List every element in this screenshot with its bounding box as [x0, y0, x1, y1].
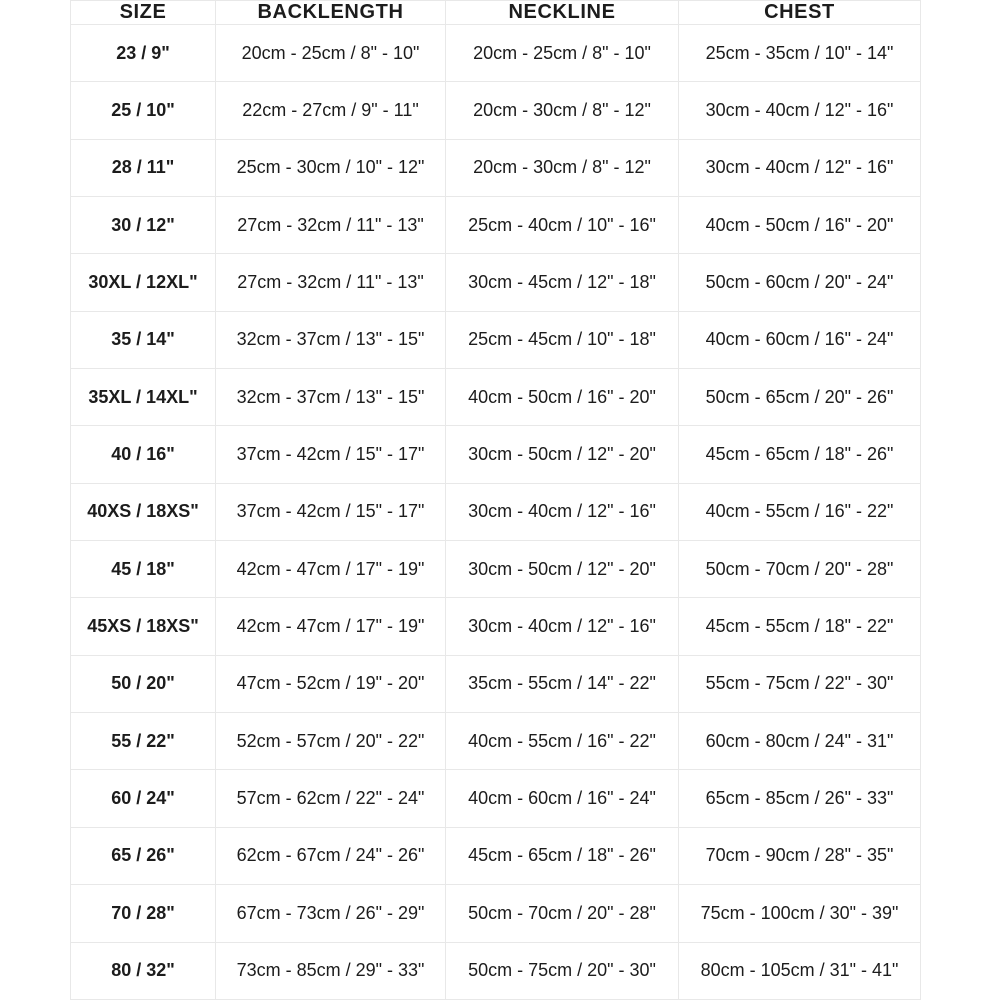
cell-size: 30XL / 12XL" — [70, 253, 216, 312]
table-row: 45XS / 18XS" 42cm - 47cm / 17" - 19" 30cm … — [70, 597, 921, 656]
cell-size: 30 / 12" — [70, 196, 216, 255]
table-row: 28 / 11" 25cm - 30cm / 10" - 12" 20cm - 30… — [70, 138, 921, 198]
cell-chest: 80cm - 105cm / 31" - 41" — [678, 941, 921, 1000]
cell-backlength: 37cm - 42cm / 15" - 17" — [215, 482, 446, 542]
cell-backlength: 22cm - 27cm / 9" - 11" — [215, 81, 446, 140]
cell-neckline: 30cm - 40cm / 12" - 16" — [445, 597, 679, 656]
cell-size: 23 / 9" — [70, 23, 216, 83]
cell-size: 45 / 18" — [70, 540, 216, 599]
table-row: 50 / 20" 47cm - 52cm / 19" - 20" 35cm - 55… — [70, 654, 921, 714]
size-chart: SIZE BACKLENGTH NECKLINE CHEST 23 / 9" 20cm … — [70, 0, 921, 1000]
cell-chest: 55cm - 75cm / 22" - 30" — [678, 654, 921, 714]
cell-backlength: 73cm - 85cm / 29" - 33" — [215, 941, 446, 1000]
cell-size: 65 / 26" — [70, 826, 216, 886]
cell-backlength: 57cm - 62cm / 22" - 24" — [215, 769, 446, 828]
cell-chest: 50cm - 70cm / 20" - 28" — [678, 540, 921, 599]
cell-size: 70 / 28" — [70, 884, 216, 943]
cell-neckline: 40cm - 50cm / 16" - 20" — [445, 368, 679, 427]
cell-chest: 75cm - 100cm / 30" - 39" — [678, 884, 921, 943]
cell-size: 45XS / 18XS" — [70, 597, 216, 656]
cell-neckline: 20cm - 30cm / 8" - 12" — [445, 81, 679, 140]
cell-chest: 30cm - 40cm / 12" - 16" — [678, 138, 921, 198]
cell-size: 55 / 22" — [70, 712, 216, 771]
cell-size: 40XS / 18XS" — [70, 482, 216, 542]
table-row: 35 / 14" 32cm - 37cm / 13" - 15" 25cm - 45… — [70, 310, 921, 370]
cell-backlength: 32cm - 37cm / 13" - 15" — [215, 368, 446, 427]
cell-chest: 25cm - 35cm / 10" - 14" — [678, 23, 921, 83]
cell-backlength: 67cm - 73cm / 26" - 29" — [215, 884, 446, 943]
table-row: 55 / 22" 52cm - 57cm / 20" - 22" 40cm - 55… — [70, 712, 921, 771]
cell-backlength: 27cm - 32cm / 11" - 13" — [215, 253, 446, 312]
column-header-neckline: NECKLINE — [445, 0, 679, 25]
cell-size: 28 / 11" — [70, 138, 216, 198]
table-row: 40XS / 18XS" 37cm - 42cm / 15" - 17" 30cm … — [70, 482, 921, 542]
cell-chest: 40cm - 50cm / 16" - 20" — [678, 196, 921, 255]
cell-backlength: 27cm - 32cm / 11" - 13" — [215, 196, 446, 255]
table-row: 60 / 24" 57cm - 62cm / 22" - 24" 40cm - 60… — [70, 769, 921, 828]
cell-neckline: 20cm - 30cm / 8" - 12" — [445, 138, 679, 198]
table-body: 23 / 9" 20cm - 25cm / 8" - 10" 20cm - 25cm… — [70, 23, 921, 1000]
table-row: 45 / 18" 42cm - 47cm / 17" - 19" 30cm - 50… — [70, 540, 921, 599]
cell-neckline: 50cm - 70cm / 20" - 28" — [445, 884, 679, 943]
cell-backlength: 47cm - 52cm / 19" - 20" — [215, 654, 446, 714]
table-row: 65 / 26" 62cm - 67cm / 24" - 26" 45cm - 65… — [70, 826, 921, 886]
cell-neckline: 45cm - 65cm / 18" - 26" — [445, 826, 679, 886]
cell-backlength: 42cm - 47cm / 17" - 19" — [215, 597, 446, 656]
cell-chest: 50cm - 65cm / 20" - 26" — [678, 368, 921, 427]
table-row: 35XL / 14XL" 32cm - 37cm / 13" - 15" 40cm … — [70, 368, 921, 427]
cell-backlength: 37cm - 42cm / 15" - 17" — [215, 425, 446, 484]
cell-backlength: 20cm - 25cm / 8" - 10" — [215, 23, 446, 83]
cell-backlength: 42cm - 47cm / 17" - 19" — [215, 540, 446, 599]
cell-chest: 50cm - 60cm / 20" - 24" — [678, 253, 921, 312]
column-header-size: SIZE — [70, 0, 216, 25]
cell-size: 35XL / 14XL" — [70, 368, 216, 427]
cell-neckline: 25cm - 40cm / 10" - 16" — [445, 196, 679, 255]
table-row: 25 / 10" 22cm - 27cm / 9" - 11" 20cm - 30c… — [70, 81, 921, 140]
size-chart-table: SIZE BACKLENGTH NECKLINE CHEST 23 / 9" 20cm … — [70, 0, 921, 1000]
cell-neckline: 25cm - 45cm / 10" - 18" — [445, 310, 679, 370]
cell-size: 50 / 20" — [70, 654, 216, 714]
cell-chest: 40cm - 60cm / 16" - 24" — [678, 310, 921, 370]
cell-size: 80 / 32" — [70, 941, 216, 1000]
cell-neckline: 30cm - 45cm / 12" - 18" — [445, 253, 679, 312]
cell-size: 60 / 24" — [70, 769, 216, 828]
cell-size: 35 / 14" — [70, 310, 216, 370]
cell-neckline: 50cm - 75cm / 20" - 30" — [445, 941, 679, 1000]
cell-backlength: 32cm - 37cm / 13" - 15" — [215, 310, 446, 370]
cell-chest: 30cm - 40cm / 12" - 16" — [678, 81, 921, 140]
table-row: 23 / 9" 20cm - 25cm / 8" - 10" 20cm - 25cm… — [70, 23, 921, 83]
cell-neckline: 40cm - 60cm / 16" - 24" — [445, 769, 679, 828]
cell-chest: 70cm - 90cm / 28" - 35" — [678, 826, 921, 886]
column-header-backlength: BACKLENGTH — [215, 0, 446, 25]
cell-chest: 65cm - 85cm / 26" - 33" — [678, 769, 921, 828]
cell-chest: 45cm - 65cm / 18" - 26" — [678, 425, 921, 484]
table-row: 40 / 16" 37cm - 42cm / 15" - 17" 30cm - 50… — [70, 425, 921, 484]
cell-neckline: 30cm - 50cm / 12" - 20" — [445, 425, 679, 484]
cell-size: 25 / 10" — [70, 81, 216, 140]
cell-chest: 60cm - 80cm / 24" - 31" — [678, 712, 921, 771]
table-row: 30XL / 12XL" 27cm - 32cm / 11" - 13" 30cm … — [70, 253, 921, 312]
cell-size: 40 / 16" — [70, 425, 216, 484]
cell-chest: 40cm - 55cm / 16" - 22" — [678, 482, 921, 542]
cell-backlength: 25cm - 30cm / 10" - 12" — [215, 138, 446, 198]
table-row: 70 / 28" 67cm - 73cm / 26" - 29" 50cm - 70… — [70, 884, 921, 943]
cell-chest: 45cm - 55cm / 18" - 22" — [678, 597, 921, 656]
cell-backlength: 52cm - 57cm / 20" - 22" — [215, 712, 446, 771]
cell-backlength: 62cm - 67cm / 24" - 26" — [215, 826, 446, 886]
cell-neckline: 30cm - 50cm / 12" - 20" — [445, 540, 679, 599]
column-header-chest: CHEST — [678, 0, 921, 25]
table-row: 30 / 12" 27cm - 32cm / 11" - 13" 25cm - 40… — [70, 196, 921, 255]
cell-neckline: 30cm - 40cm / 12" - 16" — [445, 482, 679, 542]
cell-neckline: 20cm - 25cm / 8" - 10" — [445, 23, 679, 83]
table-row: 80 / 32" 73cm - 85cm / 29" - 33" 50cm - 75… — [70, 941, 921, 1000]
cell-neckline: 40cm - 55cm / 16" - 22" — [445, 712, 679, 771]
cell-neckline: 35cm - 55cm / 14" - 22" — [445, 654, 679, 714]
header-row: SIZE BACKLENGTH NECKLINE CHEST — [70, 0, 921, 25]
